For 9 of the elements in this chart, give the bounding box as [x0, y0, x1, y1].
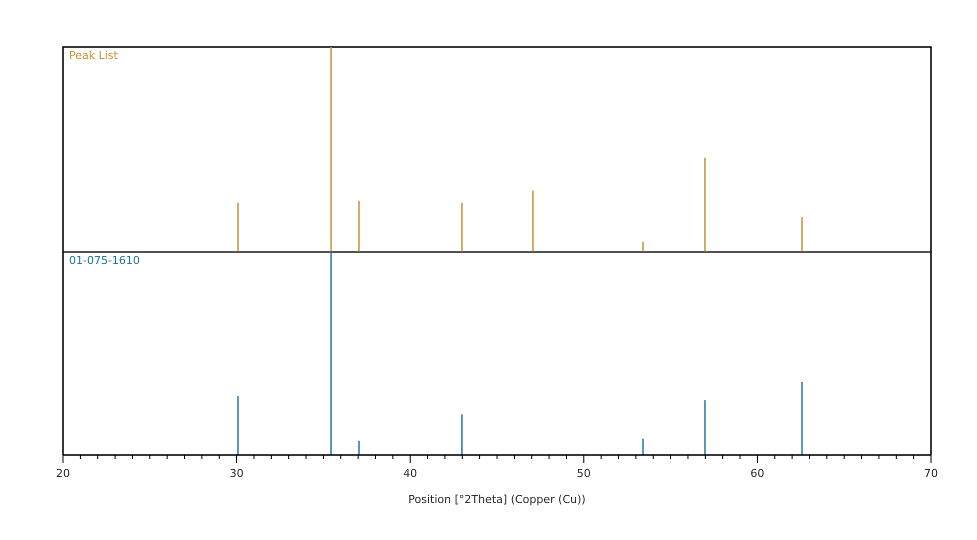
text: 01-075-1610 — [69, 254, 140, 267]
x-tick-label: 70 — [924, 467, 938, 480]
text: Peak List — [69, 49, 119, 62]
x-tick-label: 40 — [403, 467, 418, 480]
x-tick-label: 30 — [230, 467, 244, 480]
x-tick-label: 60 — [750, 467, 764, 480]
x-axis-title: Position [°2Theta] (Copper (Cu)) — [408, 493, 586, 506]
x-tick-label: 20 — [56, 467, 70, 480]
x-tick-label: 50 — [576, 467, 591, 480]
